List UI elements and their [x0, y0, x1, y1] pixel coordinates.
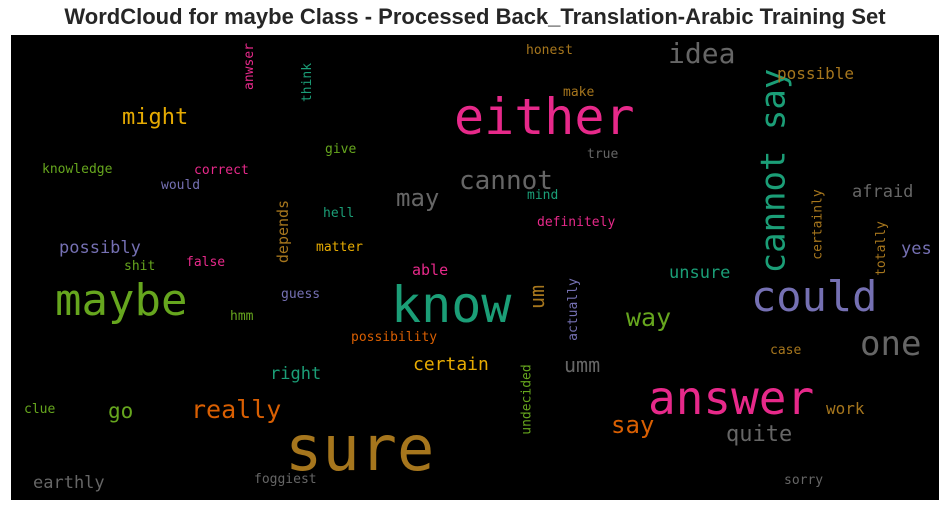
- word-either: either: [454, 88, 635, 146]
- word-hell: hell: [323, 206, 355, 221]
- word-yes: yes: [901, 239, 932, 259]
- word-make: make: [563, 85, 595, 100]
- word-hmm: hmm: [230, 309, 254, 324]
- word-unsure: unsure: [669, 263, 731, 283]
- word-honest: honest: [526, 43, 573, 58]
- word-depends: depends: [274, 199, 293, 264]
- word-may: may: [396, 184, 440, 212]
- word-mind: mind: [527, 188, 559, 203]
- word-go: go: [108, 399, 134, 423]
- word-case: case: [770, 343, 802, 358]
- word-false: false: [186, 255, 226, 270]
- word-sorry: sorry: [784, 473, 824, 488]
- word-earthly: earthly: [33, 473, 105, 493]
- word-actually: actually: [565, 278, 581, 341]
- word-answer: answer: [648, 371, 815, 425]
- word-totally: totally: [873, 221, 889, 276]
- word-possibly: possibly: [59, 238, 141, 258]
- word-um: um: [525, 284, 550, 310]
- word-true: true: [587, 147, 619, 162]
- word-cannot-say: cannot say: [753, 68, 794, 274]
- word-cloud: either know sure answer maybe could cann…: [11, 35, 939, 500]
- word-would: would: [161, 178, 201, 193]
- word-quite: quite: [726, 422, 793, 447]
- word-umm: umm: [564, 353, 601, 377]
- word-afraid: afraid: [852, 182, 914, 202]
- word-able: able: [412, 261, 449, 279]
- word-possibility: possibility: [351, 330, 438, 345]
- word-matter: matter: [316, 240, 363, 255]
- word-say: say: [611, 411, 655, 439]
- word-think: think: [300, 62, 316, 103]
- word-certainly: certainly: [810, 189, 826, 260]
- word-knowledge: knowledge: [42, 162, 113, 177]
- word-sure: sure: [285, 412, 435, 485]
- word-cannot: cannot: [459, 166, 553, 196]
- word-know: know: [391, 276, 512, 334]
- word-idea: idea: [668, 37, 736, 70]
- word-work: work: [826, 399, 865, 418]
- word-definitely: definitely: [537, 215, 616, 230]
- word-right: right: [270, 364, 322, 384]
- word-certain: certain: [413, 354, 489, 375]
- word-clue: clue: [24, 402, 56, 417]
- word-anwser: anwser: [241, 43, 257, 90]
- word-could: could: [751, 272, 878, 321]
- word-guess: guess: [281, 287, 321, 302]
- word-shit: shit: [124, 259, 156, 274]
- word-one: one: [860, 324, 922, 364]
- word-undecided: undecided: [519, 364, 535, 435]
- figure-title: WordCloud for maybe Class - Processed Ba…: [64, 4, 886, 29]
- word-possible: possible: [777, 64, 855, 83]
- word-might: might: [122, 105, 189, 130]
- word-way: way: [626, 303, 672, 332]
- word-give: give: [325, 142, 357, 157]
- word-maybe: maybe: [55, 275, 188, 326]
- word-correct: correct: [194, 163, 249, 178]
- word-really: really: [191, 395, 282, 424]
- word-foggiest: foggiest: [254, 472, 317, 487]
